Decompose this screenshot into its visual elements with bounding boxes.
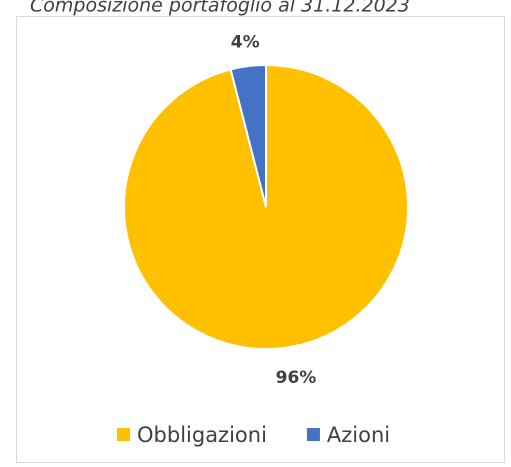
data-label: 4% <box>231 32 260 52</box>
data-label: 96% <box>276 368 317 388</box>
legend-label: Azioni <box>327 423 390 447</box>
legend-label: Obbligazioni <box>137 423 267 447</box>
pie-slice <box>229 63 267 208</box>
chart-title: Composizione portafoglio al 31.12.2023 <box>30 0 410 17</box>
legend-swatch <box>306 428 320 441</box>
legend-swatch <box>117 428 130 441</box>
